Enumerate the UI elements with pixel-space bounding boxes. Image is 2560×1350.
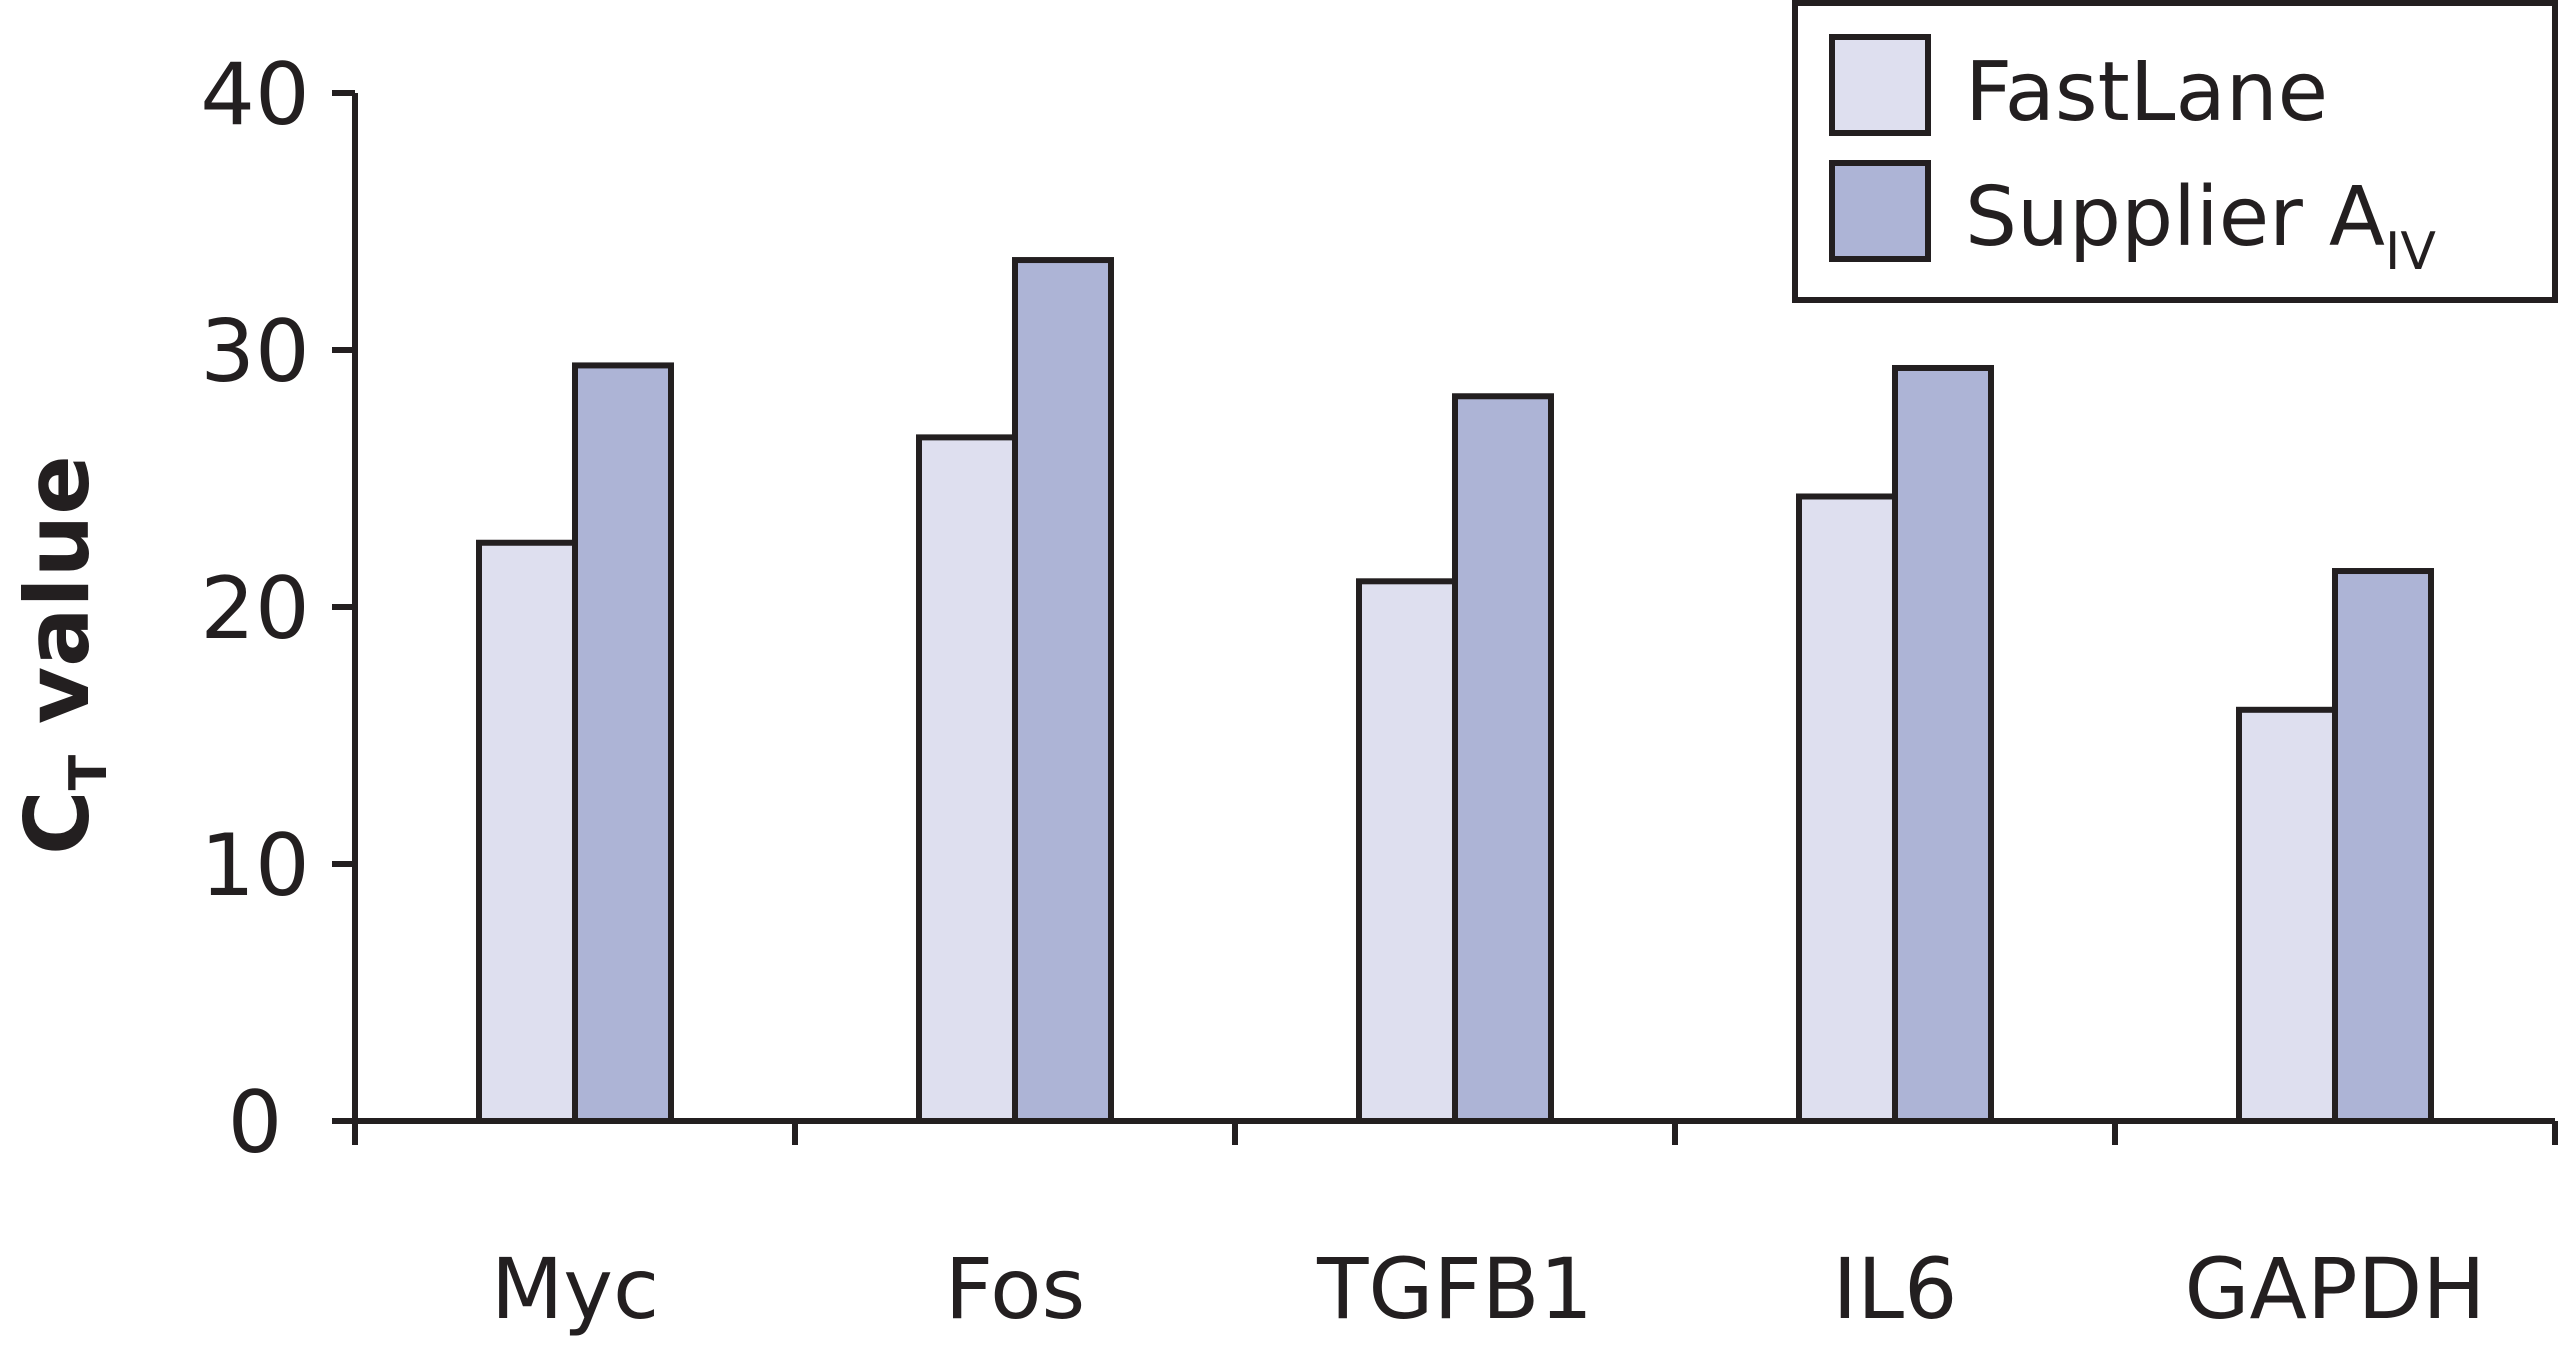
- y-axis-label-suffix: value: [6, 455, 109, 755]
- bar-myc-fastlane: [476, 539, 578, 1124]
- bar-fos-fastlane: [916, 434, 1018, 1124]
- y-axis-label-subscript: T: [59, 754, 119, 790]
- bar-myc-supplier-a: [572, 362, 674, 1125]
- y-axis-label: CT value: [6, 455, 119, 855]
- bar-il6-supplier-a: [1892, 364, 1994, 1124]
- x-tick-label-gapdh: GAPDH: [2184, 1240, 2485, 1338]
- legend: FastLane Supplier AIV: [1792, 0, 2558, 303]
- bar-fos-supplier-a: [1012, 257, 1114, 1124]
- x-tick-label-il6: IL6: [1832, 1240, 1957, 1338]
- bar-tgfb1-fastlane: [1356, 578, 1458, 1124]
- axes-group: Myc Fos TGFB1 IL6 GAPDH 0 10 20 30 40: [200, 45, 2558, 1338]
- y-tick-label-30: 30: [200, 302, 309, 402]
- bar-gapdh-supplier-a: [2332, 568, 2434, 1124]
- svg-text:CT value: CT value: [6, 455, 119, 855]
- legend-label-fastlane: FastLane: [1965, 45, 2328, 140]
- legend-label-supplier-subscript: IV: [2385, 222, 2436, 282]
- y-tick-label-10: 10: [200, 816, 309, 916]
- y-tick-label-0: 0: [228, 1073, 283, 1173]
- y-tick-label-20: 20: [200, 559, 309, 659]
- legend-swatch-supplier: [1829, 160, 1931, 262]
- legend-label-supplier: Supplier AIV: [1965, 170, 2436, 282]
- legend-label-supplier-main: Supplier A: [1965, 170, 2385, 265]
- legend-swatch-fastlane: [1829, 34, 1931, 136]
- x-tick-label-tgfb1: TGFB1: [1316, 1240, 1593, 1338]
- x-tick-label-fos: Fos: [945, 1240, 1085, 1338]
- x-tick-label-myc: Myc: [491, 1240, 659, 1338]
- y-axis-label-main: C: [6, 790, 109, 855]
- bar-il6-fastlane: [1796, 493, 1898, 1124]
- bars-group: [476, 257, 2434, 1125]
- y-tick-label-40: 40: [200, 45, 309, 145]
- bar-tgfb1-supplier-a: [1452, 393, 1554, 1124]
- bar-gapdh-fastlane: [2236, 706, 2338, 1124]
